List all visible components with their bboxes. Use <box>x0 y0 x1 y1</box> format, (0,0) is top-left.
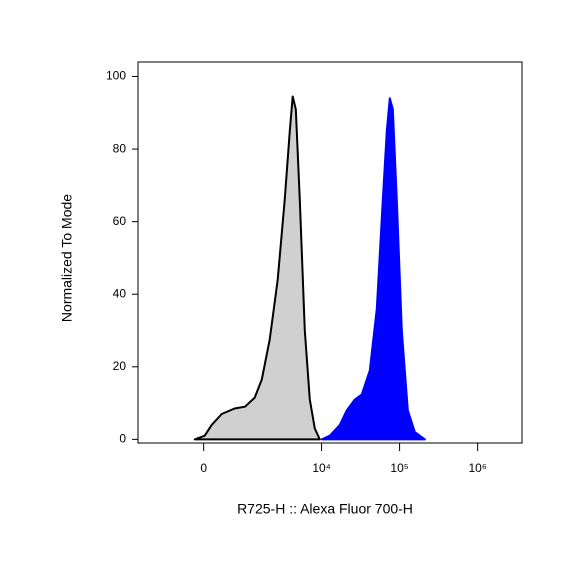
histogram-area <box>193 95 321 441</box>
y-tick-label: 0 <box>119 432 126 446</box>
x-tick-label: 0 <box>200 461 207 475</box>
y-axis-label: Normalized To Mode <box>59 194 75 322</box>
y-tick-label: 40 <box>113 286 127 300</box>
x-axis-label: R725-H :: Alexa Fluor 700-H <box>237 501 413 517</box>
x-tick-label: 10⁶ <box>469 461 487 475</box>
plot-frame <box>137 61 523 444</box>
x-tick-label: 10⁴ <box>312 461 331 475</box>
y-tick-label: 60 <box>113 214 127 228</box>
y-tick-label: 20 <box>113 359 127 373</box>
histogram-area <box>320 97 426 441</box>
y-tick-label: 80 <box>113 141 127 155</box>
x-tick-label: 10⁵ <box>390 461 408 475</box>
y-tick-label: 100 <box>106 69 126 83</box>
